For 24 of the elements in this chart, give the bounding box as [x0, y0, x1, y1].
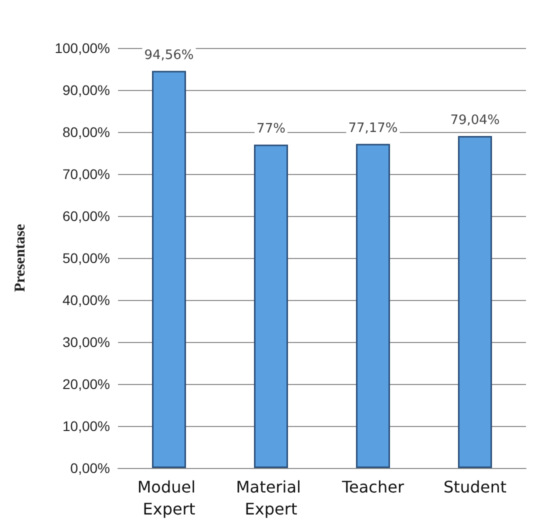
x-tick-label: Teacher	[340, 478, 404, 496]
bar	[356, 144, 390, 468]
bar	[458, 136, 492, 468]
bar	[152, 70, 186, 468]
y-tick-label: 10,00%	[62, 418, 110, 434]
y-axis-title: Presentase	[12, 224, 28, 292]
y-tick-label: 90,00%	[62, 82, 110, 98]
y-tick-label: 30,00%	[62, 334, 110, 350]
x-tick-label: Student	[444, 478, 506, 496]
data-label: 77%	[256, 122, 286, 137]
y-tick-label: 100,00%	[54, 40, 110, 56]
bar	[254, 144, 288, 468]
data-label: 94,56%	[144, 48, 194, 63]
y-tick-label: 80,00%	[62, 124, 110, 140]
data-label: 79,04%	[450, 113, 500, 128]
y-tick-label: 20,00%	[62, 376, 110, 392]
x-tick-label: Material Expert	[236, 478, 306, 518]
y-tick-label: 50,00%	[62, 250, 110, 266]
y-tick-label: 40,00%	[62, 292, 110, 308]
y-tick-label: 60,00%	[62, 208, 110, 224]
data-label: 77,17%	[348, 120, 398, 136]
y-tick-label: 0,00%	[70, 460, 110, 476]
y-tick-label: 70,00%	[62, 166, 110, 182]
x-tick-label: Moduel Expert	[137, 478, 201, 518]
